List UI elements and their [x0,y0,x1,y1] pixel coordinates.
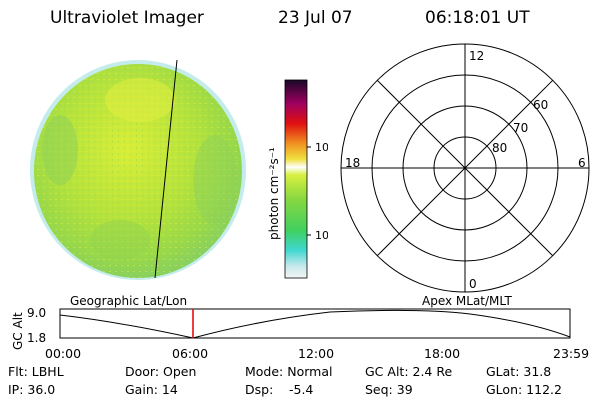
colorbar: 100 10 photon cm⁻²s⁻¹ [267,79,328,279]
colorbar-tick-100: 100 [315,141,328,154]
colorbar-gradient [284,79,308,279]
date-label: 23 Jul 07 [278,8,353,28]
gain-info: Gain: 14 [125,382,178,397]
mlt-label-18: 18 [345,156,360,170]
polar-grid: 12 18 6 0 60 70 80 [340,43,590,293]
mode-info: Mode: Normal [245,364,333,379]
filter-info: Flt: LBHL [8,364,64,379]
colorbar-tick-10: 10 [315,229,328,242]
colorbar-unit-label: photon cm⁻²s⁻¹ [267,147,281,240]
mlt-label-6: 6 [578,156,586,170]
mlt-label-0: 0 [469,277,477,291]
altitude-curve [59,309,571,339]
timeline-axis-title: GC Alt [11,312,25,350]
door-info: Door: Open [125,364,197,379]
mlat-label-80: 80 [492,141,507,155]
glat-info: GLat: 31.8 [486,364,552,379]
geographic-label: Geographic Lat/Lon [70,294,188,308]
mlat-label-60: 60 [533,98,548,112]
seq-info: Seq: 39 [365,382,413,397]
dsp-value: -5.4 [289,382,314,397]
altitude-timeline: GC Alt 9.0 1.8 [11,306,571,350]
gc-alt-info: GC Alt: 2.4 Re [365,364,453,379]
y-tick-9: 9.0 [27,306,46,320]
terminator-line [154,59,178,279]
x-tick-1200: 12:00 [298,346,335,361]
x-tick-0600: 06:00 [172,346,209,361]
x-tick-0000: 00:00 [45,346,82,361]
time-label: 06:18:01 UT [425,8,530,28]
y-tick-1-8: 1.8 [27,331,46,345]
mlat-label-70: 70 [513,121,528,135]
x-tick-2359: 23:59 [553,346,590,361]
x-tick-1800: 18:00 [424,346,461,361]
dsp-label: Dsp: [245,382,274,397]
mlt-label-12: 12 [469,49,484,63]
app-title: Ultraviolet Imager [50,8,204,28]
ip-info: IP: 36.0 [8,382,56,397]
glon-info: GLon: 112.2 [486,382,562,397]
apex-label: Apex MLat/MLT [422,294,512,308]
